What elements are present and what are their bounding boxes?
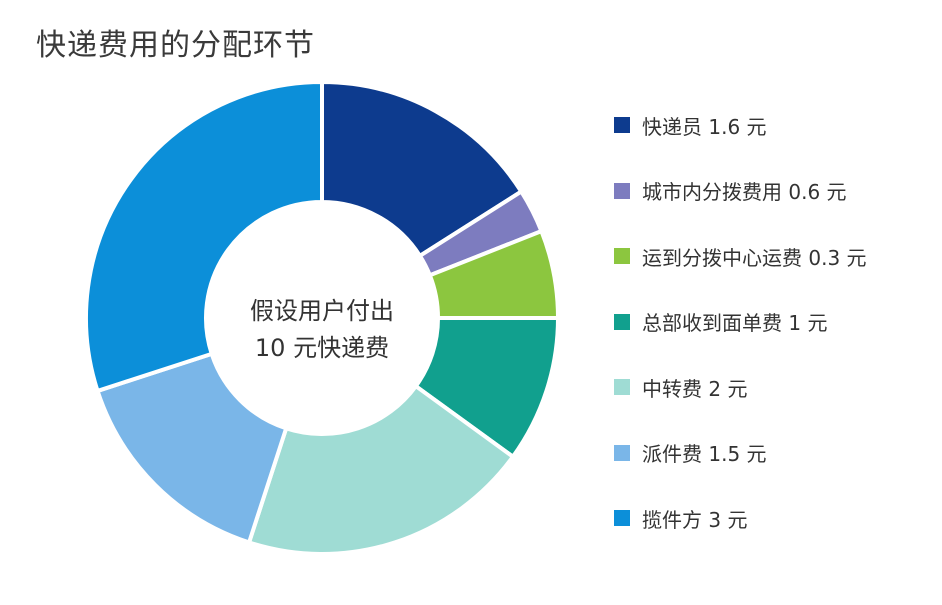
center-label-line-1: 假设用户付出	[250, 297, 394, 325]
legend-swatch	[614, 313, 630, 330]
legend-item: 城市内分拨费用 0.6 元	[614, 176, 847, 206]
legend-item: 运到分拨中心运费 0.3 元	[614, 241, 867, 271]
donut-slice-7	[84, 79, 324, 394]
donut-slice-6	[95, 351, 289, 545]
legend-label: 快递员 1.6 元	[642, 114, 767, 139]
legend-swatch	[614, 117, 630, 133]
legend-swatch	[614, 248, 630, 264]
donut-slice-5	[246, 383, 516, 556]
legend-label: 中转费 2 元	[642, 376, 748, 401]
legend-swatch	[614, 379, 630, 395]
legend-item: 揽件方 3 元	[614, 503, 747, 533]
legend-label: 揽件方 3 元	[642, 507, 748, 532]
legend-swatch	[614, 510, 630, 526]
legend-item: 快递员 1.6 元	[614, 110, 767, 140]
legend-swatch	[614, 182, 630, 199]
legend-label: 总部收到面单费 1 元	[642, 311, 828, 335]
legend-label: 派件费 1.5 元	[642, 442, 767, 466]
legend-swatch	[614, 444, 630, 461]
legend-item: 派件费 1.5 元	[614, 438, 767, 468]
donut-slice-1	[320, 79, 525, 259]
legend-item: 中转费 2 元	[614, 372, 747, 402]
chart-title: 快递费用的分配环节	[36, 28, 315, 63]
center-label-line-2: 10 元快递费	[254, 334, 390, 362]
legend-item: 总部收到面单费 1 元	[614, 307, 827, 337]
legend-label: 运到分拨中心运费 0.3 元	[642, 245, 867, 270]
legend-label: 城市内分拨费用 0.6 元	[642, 180, 847, 204]
